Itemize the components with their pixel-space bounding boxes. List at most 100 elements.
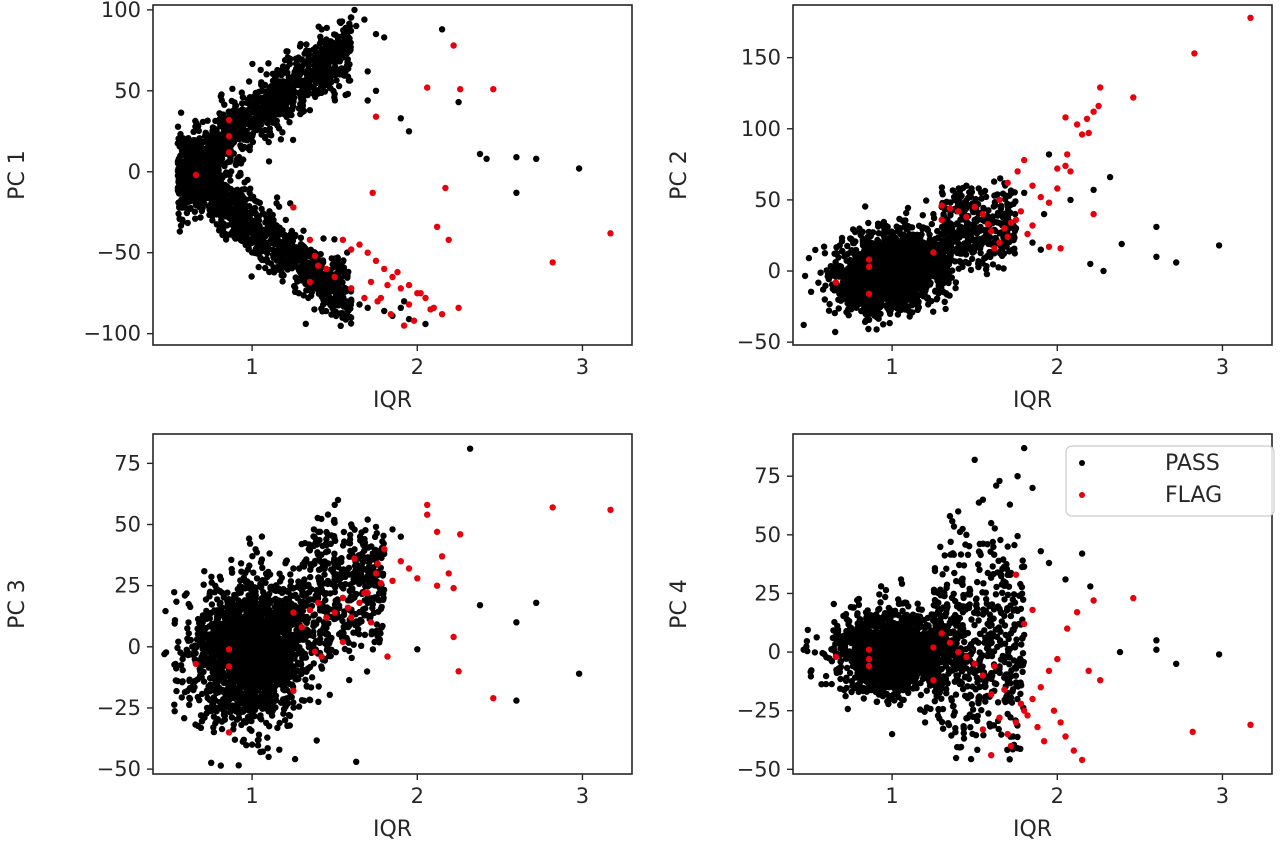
pass-core-point — [997, 175, 1004, 182]
pass-core-point — [973, 215, 981, 222]
point-flag — [1037, 193, 1045, 201]
pass-core-point — [912, 280, 919, 287]
pass-core-point — [936, 249, 943, 257]
pass-core-point — [339, 54, 346, 61]
point-flag — [348, 246, 355, 253]
pass-core-point — [312, 57, 319, 64]
pass-core-point — [258, 82, 266, 89]
point-flag — [1001, 225, 1008, 232]
pass-dense-core — [174, 14, 355, 329]
pass-core-point — [258, 205, 265, 213]
pass-core-point — [840, 286, 848, 294]
point-flag — [311, 252, 319, 260]
x-tick-label: 3 — [1216, 355, 1229, 379]
pass-core-point — [965, 234, 973, 241]
point-flag — [930, 249, 937, 256]
pass-core-point — [194, 186, 202, 194]
point-flag — [364, 249, 371, 256]
y-tick-label: −50 — [737, 330, 781, 354]
pass-core-point — [249, 132, 256, 140]
point-flag — [865, 256, 873, 263]
point-flag — [1064, 151, 1071, 158]
pass-core-point — [301, 79, 309, 86]
pass-core-point — [986, 234, 994, 241]
point-flag — [1083, 115, 1091, 123]
pass-core-point — [229, 85, 236, 93]
pass-core-point — [315, 290, 323, 297]
pass-core-point — [945, 239, 952, 246]
point-flag — [442, 184, 449, 192]
pass-core-point — [204, 117, 211, 124]
point-flag — [991, 245, 998, 252]
pass-core-point — [938, 189, 946, 196]
pass-core-point — [297, 40, 304, 48]
pass-core-point — [224, 205, 231, 212]
point-flag — [1054, 185, 1061, 192]
pass-core-point — [255, 114, 263, 121]
pass-core-point — [254, 122, 261, 129]
point-flag — [865, 290, 873, 297]
pass-core-point — [208, 154, 216, 161]
pass-core-point — [282, 216, 289, 224]
pass-core-point — [182, 193, 189, 200]
point-flag — [1090, 210, 1097, 218]
point-flag — [323, 265, 330, 273]
point-pass — [351, 6, 358, 14]
pass-core-point — [331, 63, 339, 70]
pass-core-point — [313, 272, 320, 279]
point-pass — [1087, 260, 1094, 268]
pass-core-point — [277, 136, 285, 143]
pass-core-point — [293, 65, 300, 72]
pass-core-point — [989, 261, 997, 268]
pass-core-point — [288, 246, 295, 253]
pass-core-point — [281, 94, 288, 102]
pass-core-point — [184, 219, 191, 227]
pass-core-point — [235, 173, 242, 180]
point-flag — [389, 273, 396, 281]
pass-core-point — [824, 270, 832, 277]
pass-core-point — [253, 102, 260, 109]
pass-core-point — [210, 126, 217, 133]
pass-core-point — [192, 137, 199, 144]
pass-core-point — [337, 322, 344, 329]
pass-core-point — [970, 243, 978, 250]
pass-core-point — [212, 117, 219, 125]
pass-core-point — [307, 263, 315, 271]
pass-core-point — [330, 71, 337, 79]
pass-core-point — [177, 151, 185, 159]
pass-core-point — [237, 231, 244, 238]
pass-core-point — [262, 241, 270, 248]
pass-core-point — [845, 264, 853, 272]
point-pass — [405, 128, 413, 135]
pass-core-point — [894, 252, 902, 259]
pass-core-point — [273, 194, 281, 201]
pass-core-point — [919, 291, 926, 298]
pass-core-point — [947, 212, 954, 219]
pass-core-point — [880, 321, 887, 328]
pass-core-point — [841, 295, 849, 302]
pass-core-point — [209, 212, 216, 219]
pass-core-point — [347, 14, 355, 21]
point-pass — [339, 286, 347, 294]
pass-core-point — [226, 158, 234, 165]
pass-core-point — [871, 281, 879, 289]
pass-core-point — [926, 231, 933, 238]
pass-core-point — [234, 134, 241, 141]
pass-core-point — [925, 263, 932, 271]
pass-core-point — [278, 85, 285, 92]
pass-core-point — [174, 140, 181, 147]
point-pass — [315, 77, 322, 85]
point-flag — [865, 263, 873, 270]
point-pass — [361, 16, 368, 23]
pass-core-point — [874, 307, 881, 314]
point-flag — [450, 42, 457, 49]
point-flag — [1090, 108, 1097, 115]
point-flag — [372, 113, 380, 120]
pass-core-point — [225, 124, 233, 131]
point-pass — [1153, 253, 1160, 260]
pass-core-point — [340, 45, 348, 53]
pass-core-point — [881, 231, 888, 238]
point-flag — [225, 116, 233, 124]
